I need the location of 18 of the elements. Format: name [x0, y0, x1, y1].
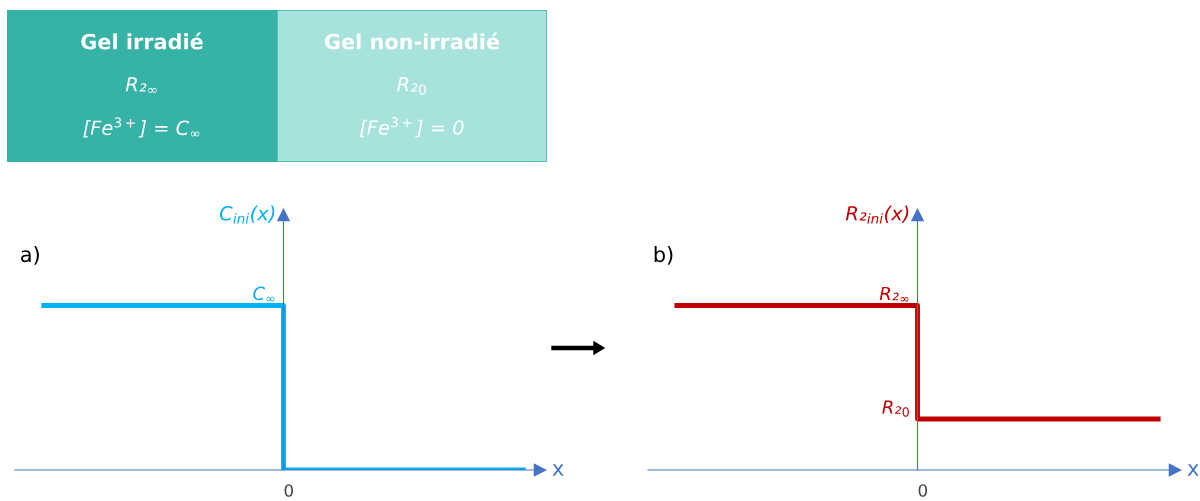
y-axis-title: C$_{ini}$(x): [219, 205, 275, 224]
text: 0: [284, 484, 293, 497]
y-axis-title: R₂$_{ini}$(x): [845, 205, 909, 224]
x-axis-title: x: [552, 464, 564, 476]
text: [Fe$^{3+}$] = 0: [359, 117, 464, 138]
text: R₂: [882, 400, 902, 414]
text: R₂$_{0}$: [397, 77, 426, 95]
text: R₂$_{∞}$: [125, 77, 157, 94]
text: 0: [918, 484, 928, 497]
x-axis-title: x: [1187, 464, 1199, 476]
text: Gel irradié: [81, 32, 203, 50]
annotation: C$_{∞}$: [253, 286, 275, 302]
annotation: 0: [902, 407, 909, 417]
annotation: R₂$_{∞}$: [879, 286, 909, 302]
text: a): [21, 246, 39, 265]
text: b): [654, 246, 673, 265]
text: [Fe$^{3+}$] = C$_{∞}$: [83, 117, 200, 138]
text: Gel non-irradié: [324, 32, 500, 50]
